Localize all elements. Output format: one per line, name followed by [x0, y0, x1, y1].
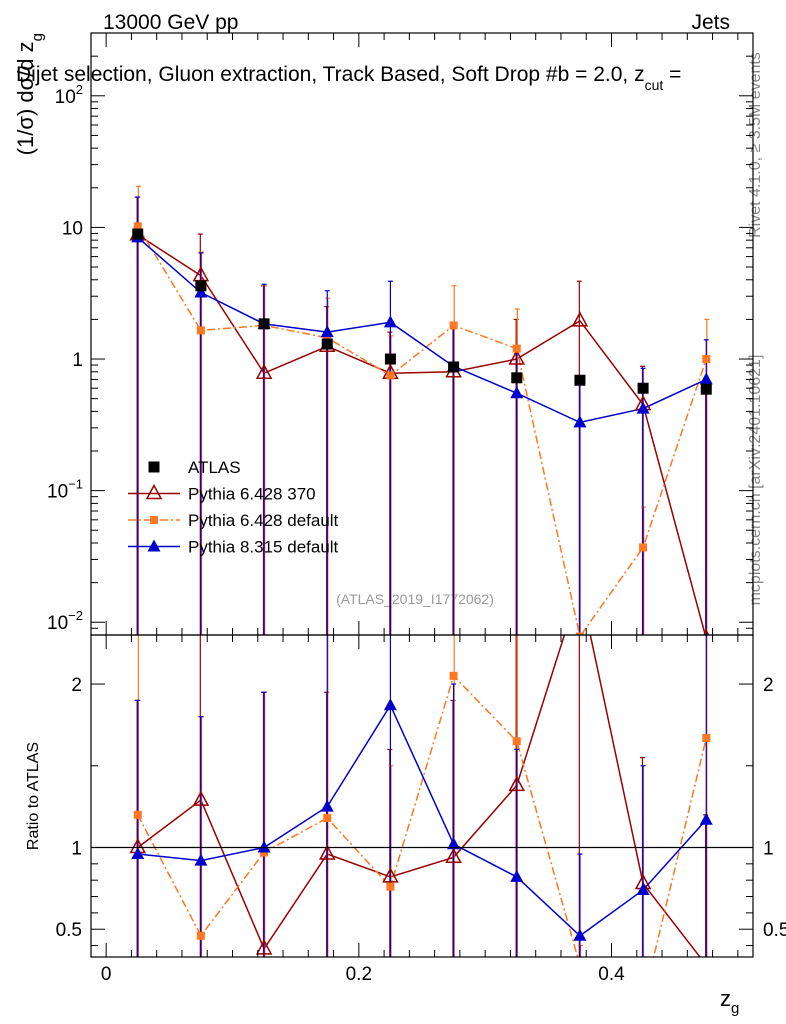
ratio-tick-label: 2: [71, 675, 82, 696]
legend-marker: [150, 516, 158, 524]
data-point: [258, 318, 270, 330]
ratio-point: [196, 931, 205, 940]
ratio-point: [192, 790, 210, 806]
ratio-y-axis-title: Ratio to ATLAS: [25, 742, 42, 850]
data-point: [133, 222, 142, 231]
data-point: [383, 315, 397, 328]
ratio-point: [573, 928, 587, 941]
plot-title: Dijet selection, Gluon extraction, Track…: [16, 63, 681, 93]
rivet-version-label: Rivet 4.1.0, ≥ 3.5M events: [747, 52, 764, 238]
ratio-tick-label: 0.5: [56, 920, 82, 941]
y-tick-label: 10: [62, 218, 83, 239]
data-point: [637, 382, 649, 394]
series-line: [137, 225, 707, 635]
data-point: [512, 344, 521, 353]
ratio-series-line: [137, 635, 701, 957]
ratio-point: [512, 737, 521, 746]
ratio-point: [255, 939, 273, 955]
data-point: [448, 361, 460, 373]
data-point: [195, 280, 207, 292]
legend-label: Pythia 6.428 370: [188, 485, 316, 504]
y-tick-label: 102: [55, 82, 83, 108]
data-point: [508, 349, 526, 365]
data-point: [574, 374, 586, 386]
data-point: [449, 321, 458, 330]
data-point: [321, 338, 333, 350]
ratio-point: [445, 847, 462, 864]
ratio-point: [699, 812, 713, 825]
header-energy-label: 13000 GeV pp: [103, 11, 238, 34]
header-category-label: Jets: [691, 11, 730, 34]
y-tick-label: 1: [72, 350, 83, 371]
ratio-point: [447, 837, 461, 850]
ratio-series-line: [137, 674, 707, 957]
data-point: [571, 311, 589, 327]
data-point: [636, 401, 650, 414]
ratio-tick-label: 0.5: [763, 920, 786, 941]
legend-marker: [147, 539, 161, 552]
data-point: [511, 372, 523, 384]
data-point: [386, 371, 395, 380]
data-point: [132, 228, 144, 240]
ratio-point: [386, 882, 395, 891]
legend-marker: [148, 461, 160, 473]
ratio-point: [702, 733, 711, 742]
ratio-tick-label: 1: [71, 838, 82, 859]
legend-marker: [145, 483, 163, 500]
data-point: [575, 632, 584, 635]
ratio-point: [510, 869, 524, 882]
ratio-point: [133, 810, 142, 819]
data-point: [255, 363, 273, 379]
y-tick-label: 10−1: [47, 477, 83, 503]
ratio-point: [382, 867, 399, 883]
series-line: [137, 236, 707, 424]
ratio-series-line: [137, 703, 707, 937]
analysis-id-label: (ATLAS_2019_I1772062): [336, 591, 494, 607]
data-point: [320, 325, 334, 338]
series-line: [137, 234, 707, 635]
ratio-point: [383, 698, 397, 711]
ratio-point: [323, 814, 332, 823]
data-point: [700, 383, 712, 395]
x-tick-label: 0.2: [346, 964, 372, 985]
data-point: [384, 353, 396, 365]
x-axis-title: zg: [720, 986, 739, 1017]
ratio-point: [449, 671, 458, 680]
ratio-plot-frame: [90, 634, 754, 958]
ratio-point: [508, 775, 526, 792]
ratio-point: [636, 882, 650, 895]
legend-label: ATLAS: [188, 458, 241, 477]
ratio-tick-label: 2: [763, 675, 774, 696]
ratio-point: [257, 840, 271, 853]
legend-label: Pythia 6.428 default: [188, 511, 339, 530]
data-point: [510, 386, 524, 399]
x-tick-label: 0.4: [598, 964, 625, 985]
data-point: [196, 326, 205, 335]
data-point: [702, 355, 711, 364]
data-point: [699, 372, 713, 385]
data-point: [639, 543, 648, 552]
ratio-point: [194, 853, 208, 866]
legend-label: Pythia 8.315 default: [188, 538, 339, 557]
y-tick-label: 10−2: [47, 608, 83, 634]
data-point: [194, 285, 208, 298]
data-point: [323, 333, 332, 342]
main-y-axis-title: (1/σ) dσ/d zg: [13, 33, 46, 155]
mcplots-label: mcplots.cern.ch [arXiv:2401.10621]: [747, 355, 764, 606]
ratio-point: [318, 844, 336, 860]
ratio-tick-label: 1: [763, 838, 774, 859]
ratio-point: [131, 847, 145, 860]
ratio-point: [320, 799, 334, 812]
data-point: [573, 415, 587, 428]
x-tick-label: 0: [101, 964, 112, 985]
